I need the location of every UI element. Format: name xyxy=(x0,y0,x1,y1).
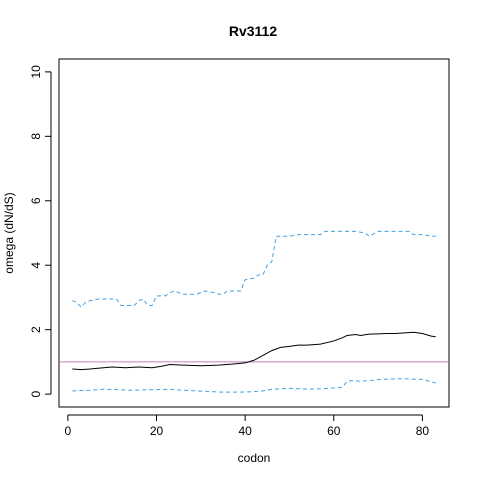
x-tick-label: 60 xyxy=(327,424,341,438)
y-tick-label: 10 xyxy=(29,65,43,79)
x-tick-label: 80 xyxy=(416,424,430,438)
series-lower-bound xyxy=(72,378,436,393)
plot-frame xyxy=(58,58,450,408)
y-tick-label: 0 xyxy=(29,390,43,397)
plot-area xyxy=(59,230,449,393)
series-upper-bound xyxy=(72,230,436,308)
x-tick-label: 40 xyxy=(238,424,252,438)
y-axis-label: omega (dN/dS) xyxy=(2,192,16,273)
y-tick-label: 8 xyxy=(29,133,43,140)
y-tick-label: 2 xyxy=(29,326,43,333)
y-tick-label: 6 xyxy=(29,197,43,204)
chart-title: Rv3112 xyxy=(229,23,277,39)
x-tick-label: 0 xyxy=(65,424,72,438)
y-tick-label: 4 xyxy=(29,262,43,269)
x-axis: 0 20 40 60 80 xyxy=(65,414,430,438)
series-estimate xyxy=(72,331,436,371)
y-axis: 0 2 4 6 8 10 xyxy=(29,65,52,397)
x-axis-label: codon xyxy=(238,451,271,465)
x-tick-label: 20 xyxy=(150,424,164,438)
